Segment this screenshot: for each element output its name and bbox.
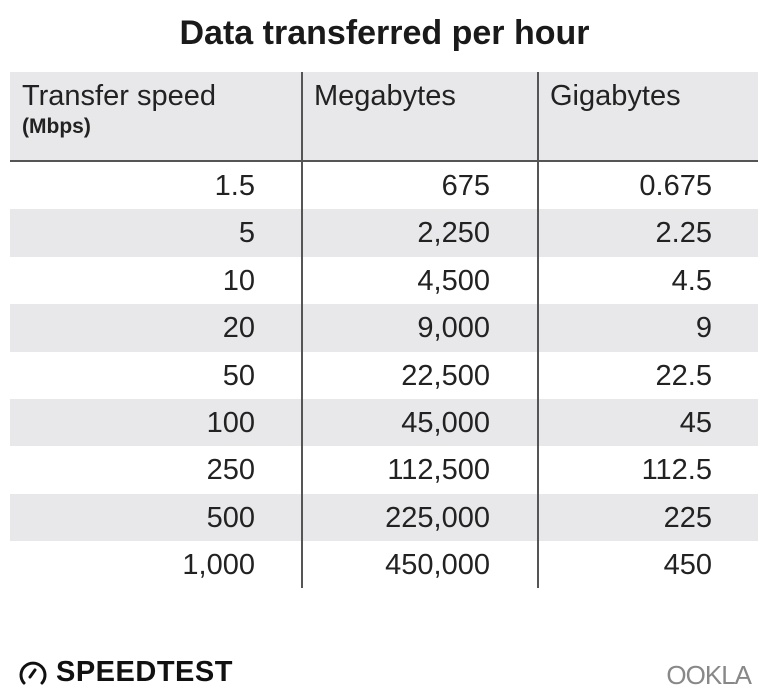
table-row: 250 112,500 112.5	[10, 446, 758, 493]
table-row: 1,000 450,000 450	[10, 541, 758, 588]
table-cell: 112.5	[641, 454, 712, 487]
table-cell: 225	[663, 501, 712, 534]
table-cell: 112,500	[387, 454, 490, 487]
table-row: 50 22,500 22.5	[10, 352, 758, 399]
table-cell: 500	[206, 501, 255, 534]
table-row: 500 225,000 225	[10, 493, 758, 542]
table-cell: 10	[222, 264, 255, 297]
table-cell: 45	[679, 406, 712, 439]
table-row: 100 45,000 45	[10, 398, 758, 447]
table-cell: 225,000	[385, 501, 490, 534]
table-body: 1.5 675 0.675 5 2,250 2.25 10 4,500 4.5 20 9,000 9 5…	[10, 162, 758, 589]
table-cell: 675	[441, 170, 490, 202]
table-row: 10 4,500 4.5	[10, 257, 758, 304]
chart-title: Data transferred per hour	[179, 14, 590, 52]
table-row: 20 9,000 9	[10, 304, 758, 352]
table-cell: 450,000	[385, 549, 490, 582]
table-cell: 22,500	[401, 359, 490, 392]
speedtest-wordmark: SPEEDTEST	[56, 656, 233, 688]
table-row: 1.5 675 0.675	[10, 162, 758, 209]
table-cell: 9,000	[417, 312, 490, 345]
table-cell: 4.5	[671, 264, 712, 297]
column-divider	[301, 72, 303, 588]
table-cell: 5	[238, 217, 255, 250]
table-cell: 1,000	[182, 549, 255, 582]
table-cell: 250	[206, 454, 255, 487]
table-cell: 1.5	[214, 170, 255, 202]
speedometer-icon	[19, 661, 47, 684]
column-header-transfer-speed: Transfer speed (Mbps)	[22, 80, 216, 139]
table-cell: 450	[663, 549, 712, 582]
data-table: Transfer speed (Mbps) Megabytes Gigabyte…	[10, 72, 758, 589]
column-header-label: Transfer speed	[22, 80, 216, 112]
column-divider	[537, 72, 539, 588]
table-header: Transfer speed (Mbps) Megabytes Gigabyte…	[10, 72, 758, 162]
table-cell: 2.25	[655, 217, 712, 250]
table-cell: 45,000	[401, 406, 490, 439]
column-header-gigabytes: Gigabytes	[550, 80, 681, 112]
table-cell: 100	[206, 406, 255, 439]
column-header-unit: (Mbps)	[22, 115, 91, 138]
table-cell: 0.675	[639, 170, 712, 202]
table-cell: 20	[222, 312, 255, 345]
table-cell: 9	[695, 312, 712, 345]
table-cell: 4,500	[417, 264, 490, 297]
ookla-logo: OOKLA	[666, 660, 752, 690]
speedtest-logo: SPEEDTEST	[18, 656, 233, 689]
table-cell: 2,250	[417, 217, 490, 250]
table-cell: 22.5	[655, 359, 712, 392]
column-header-megabytes: Megabytes	[314, 80, 456, 112]
table-cell: 50	[222, 359, 255, 392]
table-row: 5 2,250 2.25	[10, 209, 758, 257]
